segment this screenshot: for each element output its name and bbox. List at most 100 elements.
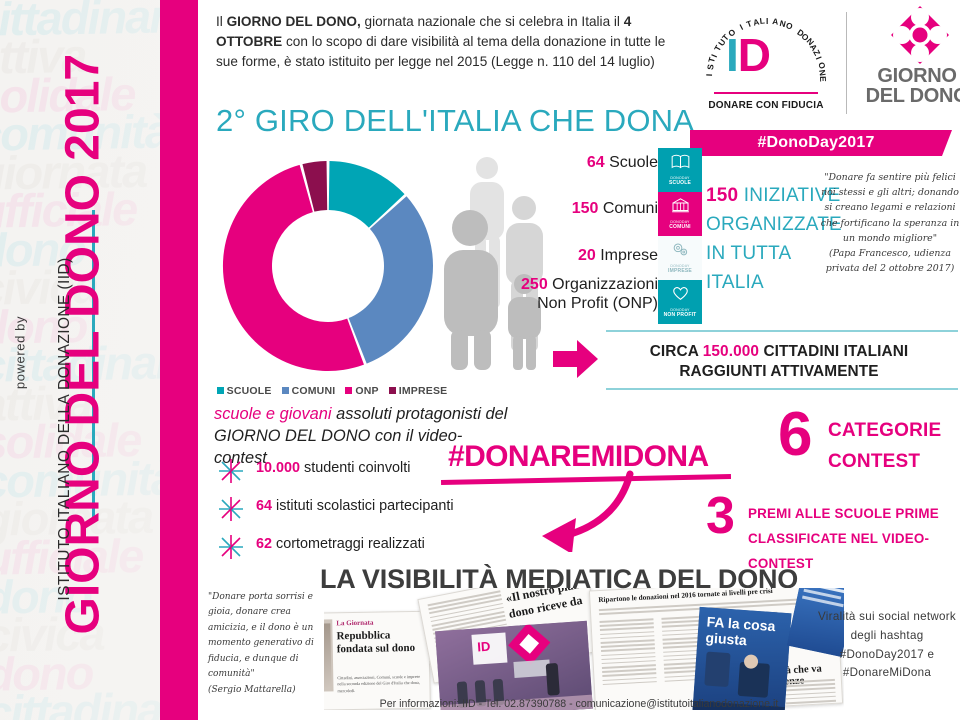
clipping-repubblica-body: Cittadini, associazioni, Comuni, scuole … xyxy=(337,673,421,693)
legend-item-imprese: IMPRESE xyxy=(388,385,448,397)
quote-francesco-attribution: (Papa Francesco, udienza privata del 2 o… xyxy=(825,248,955,275)
stat-onp-label-2: Non Profit (ONP) xyxy=(537,294,658,312)
intro-text-2: giornata nazionale che si celebra in Ita… xyxy=(360,14,624,29)
circa-post: CITTADINI ITALIANI xyxy=(759,343,909,360)
scuole-heading: scuole e giovani assoluti protagonisti d… xyxy=(214,404,514,470)
categorie-contest-block: 6 CATEGORIE CONTEST xyxy=(778,404,960,478)
iid-letter-i: I xyxy=(726,29,739,81)
card-scuole-cap2: SCUOLE xyxy=(668,180,692,186)
iid-tagline: DONARE CON FIDUCIA xyxy=(708,100,824,111)
gdd-line-1: GIORNO xyxy=(877,65,957,87)
bullet-2-number: 64 xyxy=(256,498,273,514)
clipping-repubblica-headline: Repubblica fondata sul dono xyxy=(336,629,416,656)
donut-slice-onp xyxy=(222,164,364,372)
scuole-heading-pink: scuole e giovani xyxy=(214,405,332,423)
card-comuni-cap2: COMUNI xyxy=(669,224,691,230)
iniziative-word: INIZIATIVE xyxy=(738,185,841,206)
book-icon xyxy=(671,154,690,174)
circa-number: 150.000 xyxy=(702,343,760,360)
gdd-wordmark: GIORNO DEL DONO xyxy=(863,66,960,107)
categorie-line2: CONTEST xyxy=(828,450,921,472)
viralita-social-text: Viralità sui social network degli hashta… xyxy=(817,610,957,680)
iniziative-line3: IN TUTTA ITALIA xyxy=(706,242,791,293)
categorie-big-number: 6 xyxy=(778,400,813,469)
categorie-line1: CATEGORIE xyxy=(828,420,942,441)
stat-comuni: 150 Comuni xyxy=(572,200,658,219)
card-scuole: DONODAY SCUOLE xyxy=(658,148,702,192)
sidebar-organization: ISTITUTO ITALIANO DELLA DONAZIONE (IID) xyxy=(56,257,73,601)
bullet-3-text: cortometraggi realizzati xyxy=(272,536,425,552)
stat-onp-number: 250 xyxy=(521,276,548,293)
stat-imprese-number: 20 xyxy=(577,247,596,264)
sidebar-powered-by: powered by xyxy=(12,315,28,390)
card-nonprofit-cap2: NON PROFIT xyxy=(663,312,697,318)
circa-rule-bottom xyxy=(606,388,958,390)
quote-francesco-text: "Donare fa sentire più felici noi stessi… xyxy=(820,172,960,244)
card-scuole-cap1: DONODAY xyxy=(670,176,690,180)
card-imprese: DONODAY IMPRESE xyxy=(658,236,702,280)
logo-separator xyxy=(846,12,847,114)
icon-cards-column: DONODAY SCUOLE DONODAY COMUNI DONODAY IM… xyxy=(658,148,702,324)
pink-vertical-bar xyxy=(160,0,198,720)
card-imprese-cap2: IMPRESE xyxy=(668,268,692,274)
stat-imprese-label: Imprese xyxy=(595,247,658,264)
star-bullet-icon xyxy=(218,534,244,560)
sidebar-fade-overlay xyxy=(0,0,160,720)
sidebar-divider xyxy=(92,210,95,520)
press-clippings-collage: La Giornata Repubblica fondata sul dono … xyxy=(324,588,844,710)
card-comuni: DONODAY COMUNI xyxy=(658,192,702,236)
bullet-1-number: 10.000 xyxy=(256,460,301,476)
stat-comuni-label: Comuni xyxy=(598,200,658,217)
stat-scuole: 64 Scuole xyxy=(587,154,658,173)
stat-onp: 250 Organizzazioni Non Profit (ONP) xyxy=(453,276,658,314)
list-item: 10.000 studenti coinvolti xyxy=(214,456,524,494)
scuole-heading-rest: assoluti protagonisti del xyxy=(331,405,508,423)
giorno-del-dono-logo: GIORNO DEL DONO xyxy=(857,4,960,128)
list-item: 64 istituti scolastici partecipanti xyxy=(214,494,524,532)
magazine-headline: FA la cosa giusta xyxy=(705,613,776,649)
people-silhouettes-icon xyxy=(436,150,566,370)
gears-icon xyxy=(671,242,690,262)
stat-comuni-number: 150 xyxy=(571,200,599,217)
donut-slice-comuni xyxy=(348,196,434,364)
clipping-magazine-fa-la-cosa-giusta: FA la cosa giusta xyxy=(692,606,792,710)
main-content: Il GIORNO DEL DONO, giornata nazionale c… xyxy=(198,0,960,720)
stat-onp-label: Organizzazioni xyxy=(547,276,658,293)
hashtag-donaremidona: #DONAREMIDONA xyxy=(448,440,709,473)
intro-paragraph: Il GIORNO DEL DONO, giornata nazionale c… xyxy=(216,12,686,72)
legend-item-comuni: COMUNI xyxy=(281,385,336,397)
stat-scuole-number: 64 xyxy=(586,154,605,171)
quote-mattarella-text: "Donare porta sorrisi e gioia, donare cr… xyxy=(208,592,314,680)
card-non-profit: DONODAY NON PROFIT xyxy=(658,280,702,324)
intro-text-3: con lo scopo di dare visibilità al tema … xyxy=(216,34,666,70)
intro-bold-date: 4 OTTOBRE xyxy=(216,14,632,50)
iniziative-block: 150 INIZIATIVE ORGANIZZATE IN TUTTA ITAL… xyxy=(706,182,846,298)
circa-rule-top xyxy=(606,330,958,332)
card-nonprofit-cap1: DONODAY xyxy=(670,308,690,312)
donut-slice-scuole xyxy=(328,161,405,228)
arrow-curve-icon xyxy=(518,470,638,554)
quote-papa-francesco: "Donare fa sentire più felici noi stessi… xyxy=(820,170,960,277)
chart-legend: SCUOLE COMUNI ONP IMPRESE xyxy=(212,385,462,397)
bullet-2-text: istituti scolastici partecipanti xyxy=(272,498,454,514)
heart-icon xyxy=(671,286,690,306)
premi-block: 3 PREMI ALLE SCUOLE PRIME CLASSIFICATE N… xyxy=(706,490,960,571)
section-title-giro: 2° GIRO DELL'ITALIA CHE DONA xyxy=(216,103,695,138)
diamond-icon xyxy=(889,4,951,66)
gdd-line-2: DEL DONO xyxy=(865,85,960,108)
scuole-bullet-list: 10.000 studenti coinvolti 64 istituti sc… xyxy=(214,456,524,570)
intro-bold-giorno: GIORNO DEL DONO, xyxy=(226,14,361,29)
iid-monogram: ID xyxy=(726,29,771,81)
quote-mattarella-attribution: (Sergio Mattarella) xyxy=(208,684,296,695)
clipping-tv-screenshot: ID xyxy=(435,620,593,710)
bullet-1-text: studenti coinvolti xyxy=(300,460,411,476)
card-comuni-cap1: DONODAY xyxy=(670,220,690,224)
circa-pre: CIRCA xyxy=(649,343,703,360)
legend-item-scuole: SCUOLE xyxy=(216,385,272,397)
circa-text: CIRCA 150.000 CITTADINI ITALIANI RAGGIUN… xyxy=(598,342,960,382)
star-bullet-icon xyxy=(218,496,244,522)
